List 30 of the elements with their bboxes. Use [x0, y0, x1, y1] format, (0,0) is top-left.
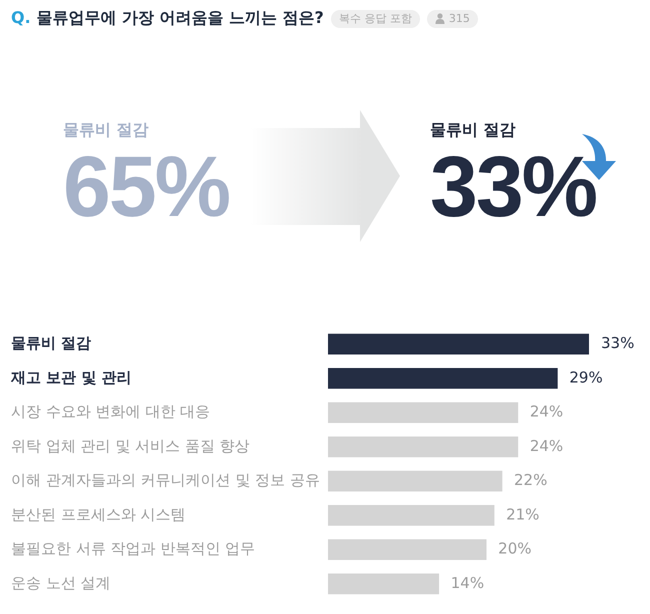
bar — [328, 368, 558, 389]
y-tick-label: 운송 노선 설계 — [11, 574, 111, 592]
data-label: 29% — [569, 368, 603, 386]
bar — [328, 505, 494, 526]
bar — [328, 470, 502, 492]
text: 315 — [426, 10, 478, 28]
text: 65% — [63, 139, 230, 235]
text: Q. 물류업무에 가장 어려움을 느끼는 점은? — [11, 8, 324, 29]
text: 물류비 절감 — [430, 120, 517, 140]
chart-subtitle: 복수 응답 포함 — [330, 10, 420, 28]
data-label: 14% — [450, 574, 484, 592]
y-tick-label: 시장 수요와 변화에 대한 대응 — [11, 402, 210, 421]
bar — [328, 574, 440, 594]
data-label: 24% — [530, 436, 564, 455]
data-label: 22% — [514, 471, 548, 490]
y-tick-label: 위탁 업체 관리 및 서비스 품질 향상 — [11, 436, 250, 455]
bar — [328, 334, 589, 354]
y-tick-label: 재고 보관 및 관리 — [10, 368, 132, 386]
data-label: 20% — [498, 540, 532, 558]
y-tick-label: 불필요한 서류 작업과 반복적인 업무 — [11, 540, 256, 558]
bar — [328, 436, 518, 458]
y-tick-label: 이해 관계자들과의 커뮤니케이션 및 정보 공유 — [11, 471, 320, 490]
bar — [328, 402, 518, 423]
y-tick-label: 분산된 프로세스와 시스템 — [11, 505, 186, 524]
data-label: 24% — [530, 402, 564, 421]
data-label: 33% — [601, 334, 634, 352]
text: 33% — [430, 139, 596, 235]
data-label: 21% — [506, 505, 540, 524]
y-tick-label: 물류비 절감 — [11, 334, 92, 352]
bar — [328, 539, 487, 560]
